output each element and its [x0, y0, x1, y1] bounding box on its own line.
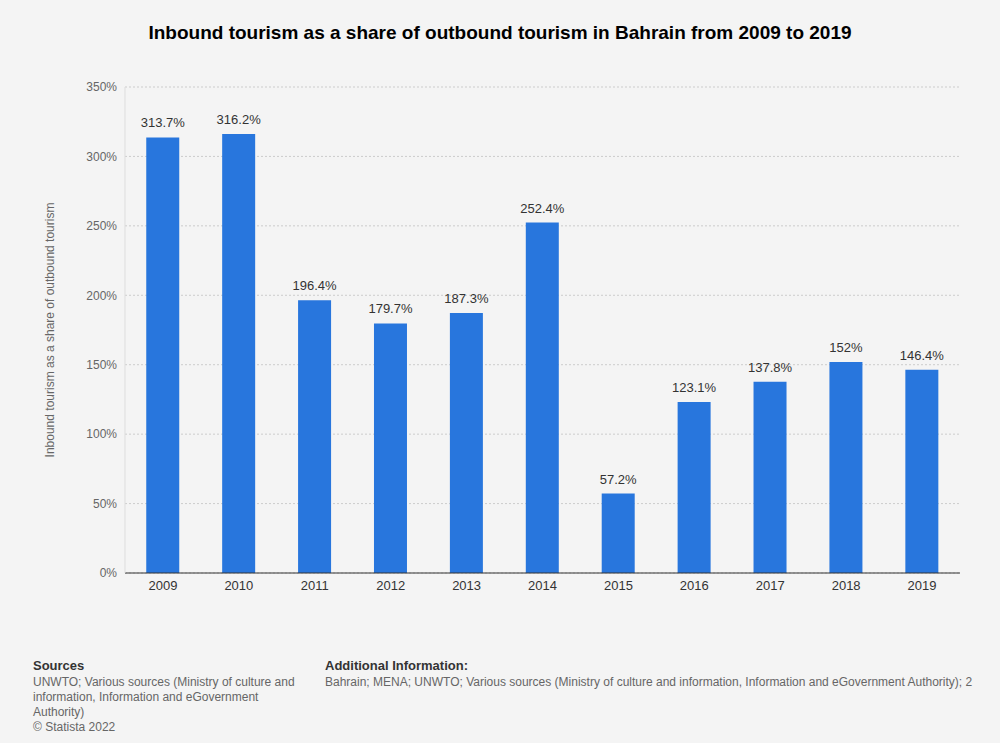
svg-text:300%: 300% — [86, 150, 117, 164]
svg-text:196.4%: 196.4% — [293, 278, 338, 293]
html-text:Sources: Sources — [33, 658, 85, 673]
svg-text:2012: 2012 — [376, 578, 405, 593]
svg-text:2015: 2015 — [604, 578, 633, 593]
html-text:Bahrain; MENA; UNWTO; Various: Bahrain; MENA; UNWTO; Various sources (M… — [325, 675, 973, 689]
svg-text:137.8%: 137.8% — [748, 360, 793, 375]
svg-text:250%: 250% — [86, 219, 117, 233]
svg-text:Inbound tourism as a share of: Inbound tourism as a share of outbound t… — [43, 203, 57, 458]
html-text:UNWTO; Various sources (Minist: UNWTO; Various sources (Ministry of cult… — [33, 675, 295, 719]
html-text:© Statista 2022: © Statista 2022 — [33, 720, 116, 734]
svg-text:187.3%: 187.3% — [444, 291, 489, 306]
svg-text:57.2%: 57.2% — [600, 472, 637, 487]
svg-text:2016: 2016 — [680, 578, 709, 593]
svg-text:152%: 152% — [829, 340, 863, 355]
svg-text:50%: 50% — [93, 497, 117, 511]
svg-text:2018: 2018 — [832, 578, 861, 593]
svg-text:123.1%: 123.1% — [672, 380, 717, 395]
svg-text:150%: 150% — [86, 358, 117, 372]
svg-text:200%: 200% — [86, 289, 117, 303]
svg-text:350%: 350% — [86, 80, 117, 94]
svg-text:316.2%: 316.2% — [217, 112, 262, 127]
svg-text:2017: 2017 — [756, 578, 785, 593]
svg-text:2014: 2014 — [528, 578, 557, 593]
html-text:Inbound tourism as a share of: Inbound tourism as a share of outbound t… — [148, 22, 852, 43]
html-text:Additional Information:: Additional Information: — [325, 658, 468, 673]
svg-text:2013: 2013 — [452, 578, 481, 593]
svg-text:2009: 2009 — [148, 578, 177, 593]
svg-text:146.4%: 146.4% — [900, 348, 945, 363]
svg-text:179.7%: 179.7% — [368, 301, 413, 316]
svg-text:252.4%: 252.4% — [520, 201, 565, 216]
svg-text:313.7%: 313.7% — [141, 115, 186, 130]
svg-text:2011: 2011 — [301, 578, 329, 593]
svg-text:100%: 100% — [86, 427, 117, 441]
svg-text:2010: 2010 — [224, 578, 253, 593]
svg-text:0%: 0% — [100, 566, 118, 580]
svg-text:2019: 2019 — [908, 578, 937, 593]
